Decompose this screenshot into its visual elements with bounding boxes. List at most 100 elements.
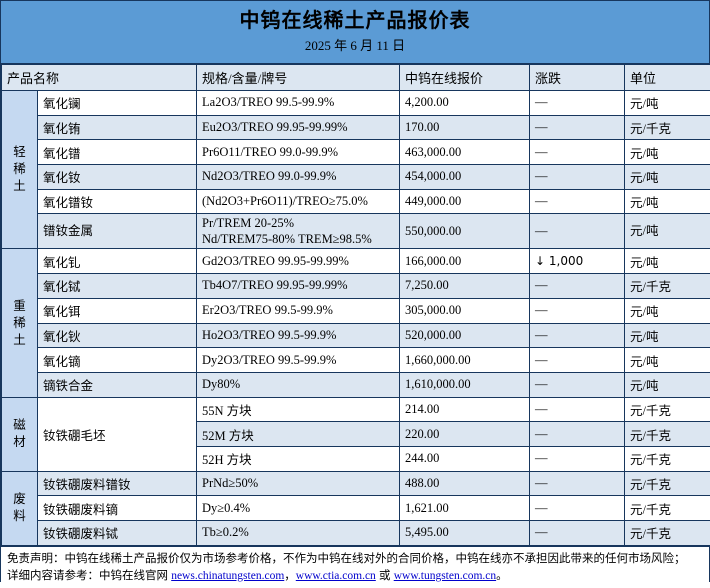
change-cell: — <box>530 446 625 471</box>
spec-cell: La2O3/TREO 99.5-99.9% <box>197 91 400 116</box>
price-cell: 488.00 <box>400 471 530 496</box>
change-cell: — <box>530 140 625 165</box>
col-header-price: 中钨在线报价 <box>400 65 530 91</box>
price-cell: 520,000.00 <box>400 323 530 348</box>
col-header-spec: 规格/含量/牌号 <box>197 65 400 91</box>
disclaimer-line-1: 免责声明：中钨在线稀土产品报价仅为市场参考价格，不作为中钨在线对外的合同价格，中… <box>7 551 703 568</box>
product-name-cell: 氧化钕 <box>38 165 197 190</box>
change-cell: — <box>530 521 625 546</box>
product-name-cell: 钕铁硼废料镝 <box>38 496 197 521</box>
category-cell-轻稀土: 轻稀土 <box>2 91 38 249</box>
change-cell: — <box>530 115 625 140</box>
price-cell: 5,495.00 <box>400 521 530 546</box>
product-name-cell: 镨钕金属 <box>38 214 197 249</box>
unit-cell: 元/千克 <box>625 471 710 496</box>
spec-cell: Tb4O7/TREO 99.95-99.99% <box>197 274 400 299</box>
category-char: 磁 <box>7 417 32 434</box>
change-cell: — <box>530 91 625 116</box>
spec-cell: Pr6O11/TREO 99.0-99.9% <box>197 140 400 165</box>
spec-cell: Ho2O3/TREO 99.5-99.9% <box>197 323 400 348</box>
spec-cell: Dy≥0.4% <box>197 496 400 521</box>
unit-cell: 元/千克 <box>625 496 710 521</box>
category-cell-重稀土: 重稀土 <box>2 249 38 397</box>
page-title: 中钨在线稀土产品报价表 <box>240 8 471 34</box>
spec-cell: (Nd2O3+Pr6O11)/TREO≥75.0% <box>197 189 400 214</box>
link-separator-1: ， <box>284 570 296 582</box>
change-cell: — <box>530 397 625 422</box>
spec-cell: Eu2O3/TREO 99.95-99.99% <box>197 115 400 140</box>
disclaimer-line-2: 详细内容请参考：中钨在线官网 news.chinatungsten.com，ww… <box>7 568 703 585</box>
price-cell: 463,000.00 <box>400 140 530 165</box>
price-cell: 305,000.00 <box>400 298 530 323</box>
spec-cell: PrNd≥50% <box>197 471 400 496</box>
category-cell-废料: 废料 <box>2 471 38 545</box>
report-date: 2025 年 6 月 11 日 <box>305 36 405 56</box>
change-cell: — <box>530 298 625 323</box>
unit-cell: 元/千克 <box>625 274 710 299</box>
col-header-product: 产品名称 <box>2 65 197 91</box>
category-char: 土 <box>7 178 32 195</box>
price-cell: 214.00 <box>400 397 530 422</box>
col-header-change: 涨跌 <box>530 65 625 91</box>
spec-line-2: Nd/TREM75-80% TREM≥98.5% <box>202 231 394 247</box>
spec-line-1: Pr/TREM 20-25% <box>202 215 394 231</box>
spec-cell: Dy80% <box>197 372 400 397</box>
change-cell: — <box>530 214 625 249</box>
price-cell: 1,660,000.00 <box>400 348 530 373</box>
unit-cell: 元/千克 <box>625 422 710 447</box>
price-cell: 7,250.00 <box>400 274 530 299</box>
product-name-cell: 氧化镝 <box>38 348 197 373</box>
change-cell-down: ↓ 1,000 <box>530 249 625 274</box>
report-title-band: 中钨在线稀土产品报价表 2025 年 6 月 11 日 <box>1 1 709 64</box>
col-header-unit: 单位 <box>625 65 710 91</box>
product-name-cell: 氧化铕 <box>38 115 197 140</box>
spec-cell: Pr/TREM 20-25%Nd/TREM75-80% TREM≥98.5% <box>197 214 400 249</box>
link-separator-2: 或 <box>376 570 394 582</box>
product-name-cell: 氧化镨钕 <box>38 189 197 214</box>
change-cell: — <box>530 496 625 521</box>
spec-cell: Er2O3/TREO 99.5-99.9% <box>197 298 400 323</box>
price-cell: 166,000.00 <box>400 249 530 274</box>
change-cell: — <box>530 348 625 373</box>
arrow-down-icon: ↓ 1,000 <box>535 254 583 268</box>
product-name-cell: 氧化镧 <box>38 91 197 116</box>
unit-cell: 元/吨 <box>625 298 710 323</box>
link-tungsten[interactable]: www.tungsten.com.cn <box>394 570 496 582</box>
change-cell: — <box>530 165 625 190</box>
link-ctia[interactable]: www.ctia.com.cn <box>296 570 376 582</box>
change-cell: — <box>530 274 625 299</box>
spec-cell: 52H 方块 <box>197 446 400 471</box>
price-cell: 4,200.00 <box>400 91 530 116</box>
change-cell: — <box>530 471 625 496</box>
unit-cell: 元/吨 <box>625 323 710 348</box>
category-char: 料 <box>7 508 32 525</box>
spec-cell: Dy2O3/TREO 99.5-99.9% <box>197 348 400 373</box>
price-cell: 1,610,000.00 <box>400 372 530 397</box>
link-news-chinatungsten[interactable]: news.chinatungsten.com <box>171 570 284 582</box>
table-head: 产品名称 规格/含量/牌号 中钨在线报价 涨跌 单位 <box>2 65 710 91</box>
price-cell: 449,000.00 <box>400 189 530 214</box>
unit-cell: 元/吨 <box>625 165 710 190</box>
category-char: 土 <box>7 332 32 349</box>
table-header-row: 产品名称 规格/含量/牌号 中钨在线报价 涨跌 单位 <box>2 65 710 91</box>
unit-cell: 元/吨 <box>625 348 710 373</box>
category-char: 轻 <box>7 144 32 161</box>
product-name-cell: 镝铁合金 <box>38 372 197 397</box>
change-cell: — <box>530 422 625 447</box>
price-cell: 170.00 <box>400 115 530 140</box>
unit-cell: 元/千克 <box>625 446 710 471</box>
category-char: 废 <box>7 491 32 508</box>
spec-cell: 55N 方块 <box>197 397 400 422</box>
unit-cell: 元/千克 <box>625 115 710 140</box>
